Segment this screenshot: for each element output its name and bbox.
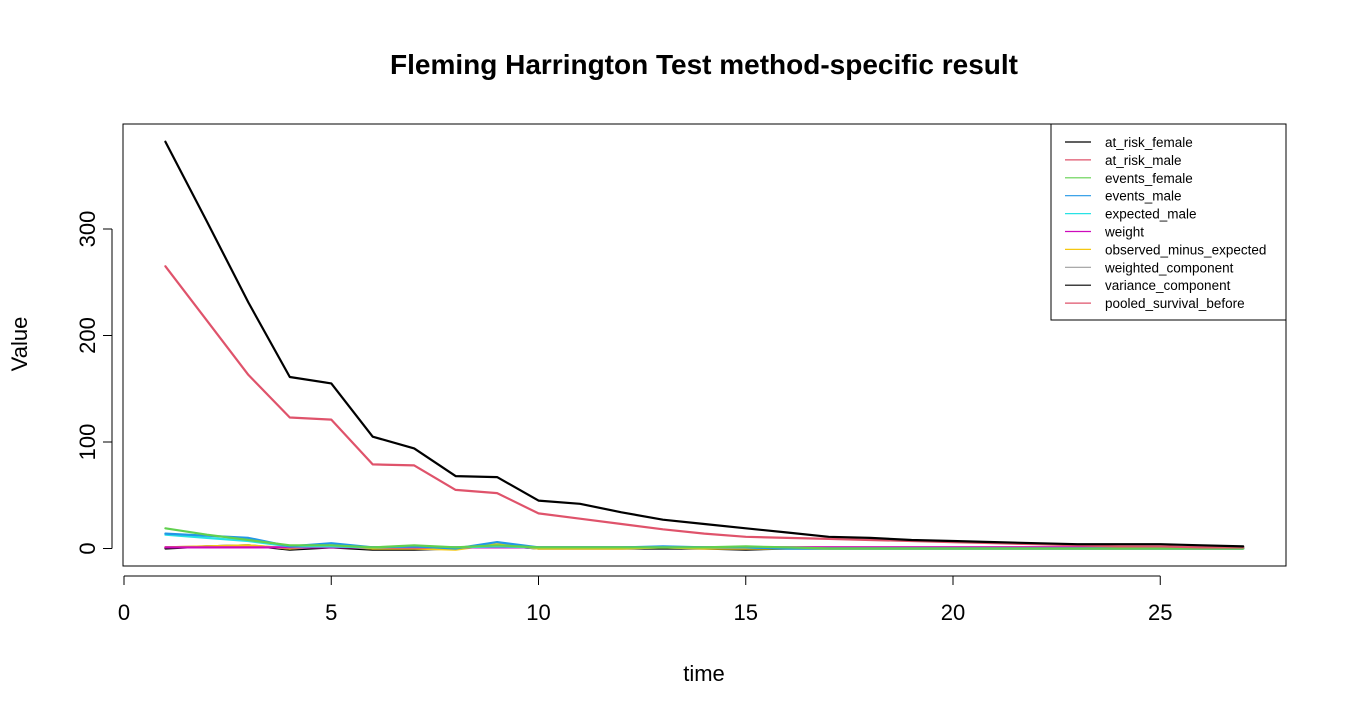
- legend-label-7: weighted_component: [1104, 260, 1234, 275]
- legend-label-1: at_risk_male: [1105, 153, 1182, 168]
- x-tick-label-3: 15: [734, 600, 758, 625]
- legend-label-3: events_male: [1105, 189, 1182, 204]
- legend-label-0: at_risk_female: [1105, 135, 1193, 150]
- y-axis-label: Value: [7, 317, 32, 372]
- x-tick-label-0: 0: [118, 600, 130, 625]
- x-tick-label-4: 20: [941, 600, 965, 625]
- legend-label-8: variance_component: [1105, 278, 1231, 293]
- legend-label-5: weight: [1104, 225, 1144, 240]
- x-axis: 0 5 10 15 20 25: [118, 575, 1172, 625]
- x-tick-label-5: 25: [1148, 600, 1172, 625]
- y-tick-label-1: 100: [75, 424, 100, 461]
- series-line-at-risk-female: [164, 140, 1245, 548]
- series-line-events-female: [164, 527, 1245, 550]
- y-tick-label-0: 0: [75, 542, 100, 554]
- chart-title: Fleming Harrington Test method-specific …: [390, 49, 1018, 80]
- legend-label-6: observed_minus_expected: [1105, 242, 1266, 257]
- x-axis-label: time: [683, 661, 725, 686]
- x-tick-label-1: 5: [325, 600, 337, 625]
- legend-label-4: expected_male: [1105, 207, 1197, 222]
- legend: at_risk_female at_risk_male events_femalee…: [1050, 123, 1287, 321]
- legend-box: [1050, 123, 1287, 321]
- plot-frame: [122, 123, 1287, 567]
- series-layer: [164, 140, 1245, 551]
- y-tick-label-2: 200: [75, 317, 100, 354]
- legend-label-2: events_female: [1105, 171, 1193, 186]
- x-tick-label-2: 10: [526, 600, 550, 625]
- y-tick-label-3: 300: [75, 211, 100, 248]
- legend-label-9: pooled_survival_before: [1105, 296, 1245, 311]
- y-axis: 0 100 200 300: [75, 211, 113, 555]
